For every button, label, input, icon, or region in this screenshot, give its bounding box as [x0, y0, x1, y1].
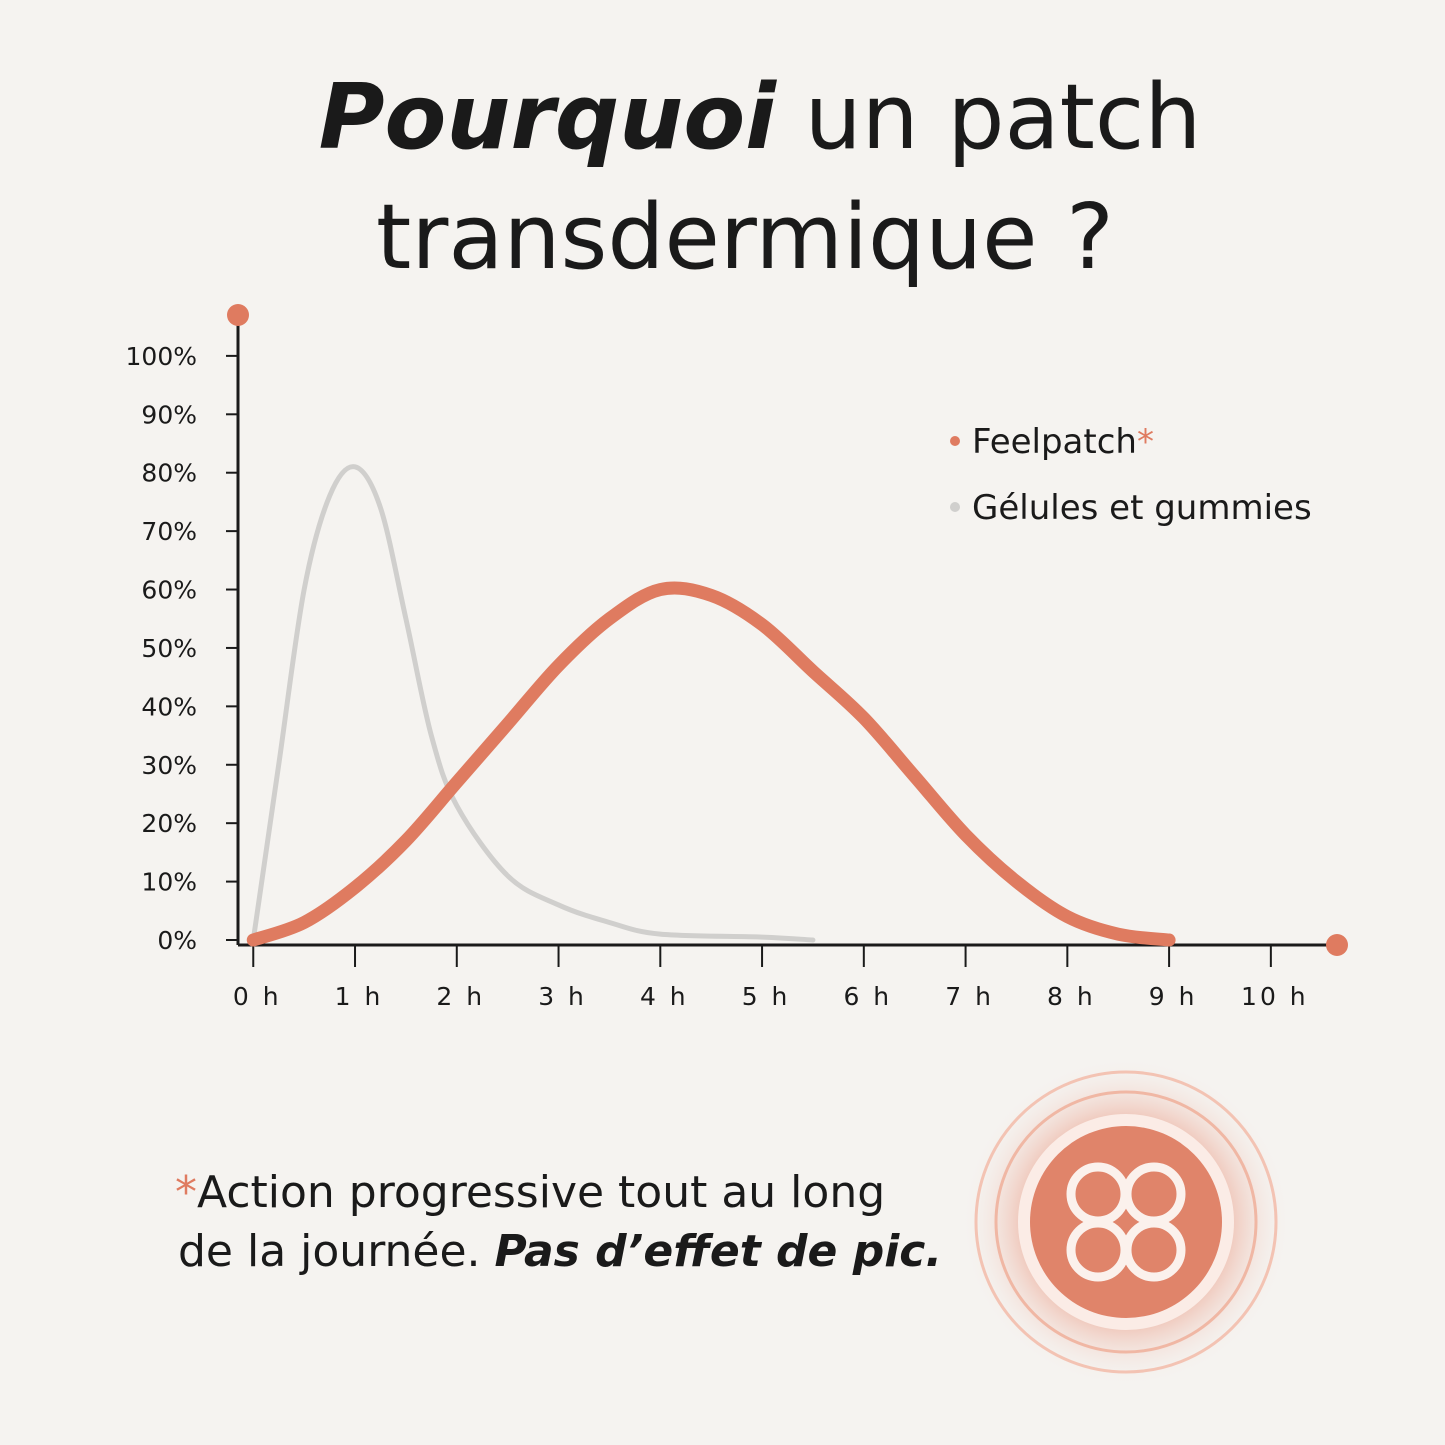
x-tick-label: 8 h — [1047, 982, 1096, 1011]
y-tick-label: 100% — [126, 342, 197, 371]
patch-icon — [961, 1057, 1291, 1387]
legend-text: Feelpatch — [972, 422, 1137, 462]
x-tick-label: 3 h — [538, 982, 587, 1011]
y-tick-label: 90% — [141, 400, 197, 429]
footnote-emphasis: Pas d’effet de pic. — [495, 1226, 943, 1277]
legend-text: Gélules et gummies — [972, 488, 1312, 528]
axis-end — [1326, 934, 1348, 956]
footnote-line1: Action progressive tout au long — [197, 1167, 885, 1218]
line — [250, 464, 816, 943]
footnote: de la journée. Pas d’effet de pic. — [178, 1226, 942, 1277]
x-tick-label: 5 h — [742, 982, 791, 1011]
footnote: *Action progressive tout au long — [175, 1167, 885, 1218]
y-tick-label: 20% — [141, 809, 197, 838]
x-tick-label: 1 h — [335, 982, 384, 1011]
title-line1: un patch — [805, 65, 1202, 170]
x-tick-label: 0 h — [233, 982, 282, 1011]
title-emphasis: Pourquoi — [319, 65, 778, 170]
x-tick-label: 9 h — [1149, 982, 1198, 1011]
x-tick-label: 4 h — [640, 982, 689, 1011]
chart-title: Pourquoi un patch — [319, 65, 1202, 170]
legend-asterisk: * — [1137, 422, 1154, 462]
x-tick-label: 7 h — [945, 982, 994, 1011]
y-tick-label: 50% — [141, 634, 197, 663]
x-tick-label: 2 h — [436, 982, 485, 1011]
y-tick-label: 40% — [141, 692, 197, 721]
footnote-line2: de la journée. — [178, 1226, 481, 1277]
line — [246, 581, 1176, 947]
legend-label: Gélules et gummies — [972, 488, 1312, 528]
y-tick-label: 70% — [141, 517, 197, 546]
y-tick-label: 80% — [141, 459, 197, 488]
footnote-marker: * — [175, 1167, 197, 1218]
y-tick-label: 0% — [157, 926, 197, 955]
legend-label: Feelpatch* — [972, 422, 1154, 462]
x-tick-label: 10 h — [1241, 982, 1309, 1011]
axis-end — [227, 304, 249, 326]
y-tick-label: 10% — [141, 868, 197, 897]
legend-marker — [950, 436, 960, 446]
y-tick-label: 30% — [141, 751, 197, 780]
legend-marker — [950, 502, 960, 512]
chart-title: transdermique ? — [376, 185, 1114, 290]
y-tick-label: 60% — [141, 576, 197, 605]
x-tick-label: 6 h — [843, 982, 892, 1011]
